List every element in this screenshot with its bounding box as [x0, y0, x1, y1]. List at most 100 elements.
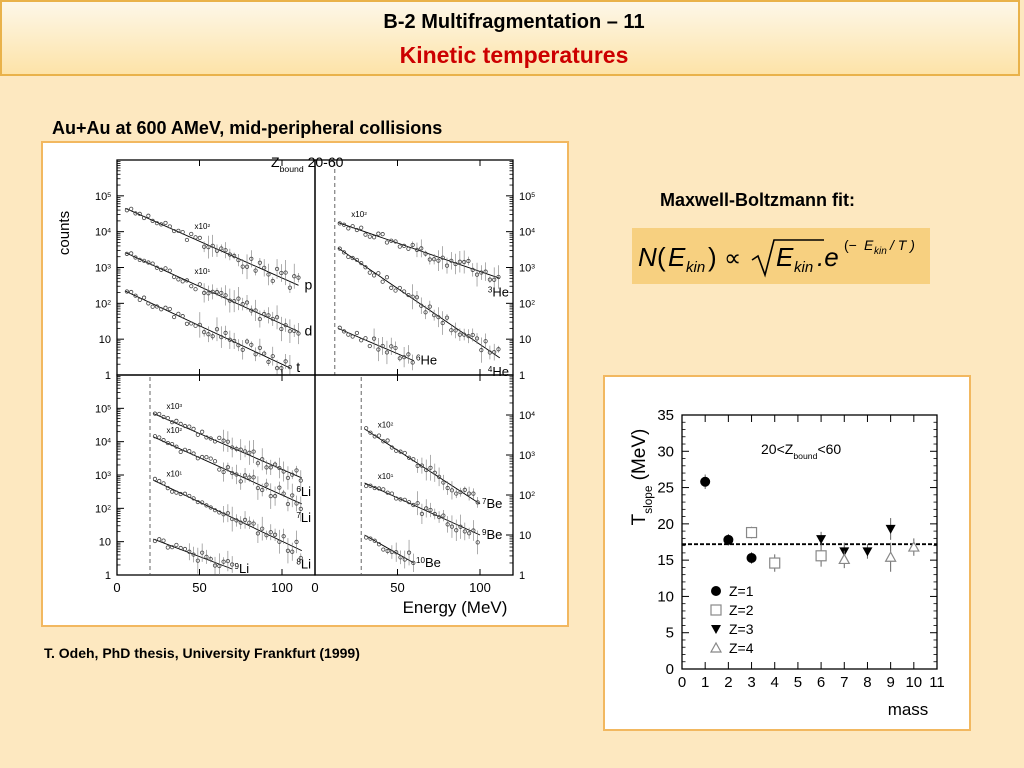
- data-point: [384, 350, 390, 355]
- data-point: [406, 292, 411, 298]
- data-point: [193, 235, 198, 240]
- data-point: [483, 269, 488, 274]
- data-point: [415, 463, 420, 469]
- data-point: [287, 329, 293, 334]
- data-point: [393, 345, 398, 351]
- data-point: [389, 344, 394, 349]
- data-point: [152, 411, 158, 416]
- data-point: [159, 307, 164, 312]
- data-point: [157, 411, 162, 417]
- data-point: [454, 528, 459, 533]
- x-tick-label: 4: [771, 674, 779, 691]
- scale-factor-label: x101: [167, 469, 183, 478]
- data-point: [385, 438, 390, 443]
- data-point: [225, 558, 230, 564]
- formula-close-paren: ): [708, 242, 717, 272]
- data-point: [423, 251, 428, 256]
- data-point: [471, 491, 476, 496]
- data-point: [266, 313, 271, 318]
- data-point: [337, 221, 342, 226]
- data-point: [381, 547, 386, 552]
- data-point: [398, 555, 403, 560]
- y-tick-label: 102: [95, 503, 111, 515]
- scale-factor-label: x101: [195, 267, 211, 276]
- data-point: [419, 511, 425, 516]
- data-point: [367, 270, 372, 275]
- isotope-label: 4He: [488, 364, 509, 379]
- data-point: [458, 490, 463, 495]
- formula-open-paren: (: [657, 242, 666, 272]
- data-point: [410, 360, 415, 365]
- data-point: [380, 232, 385, 237]
- data-point: [401, 243, 407, 249]
- isotope-label: 9Li: [235, 561, 250, 576]
- data-point: [221, 512, 226, 517]
- data-point: [467, 491, 472, 496]
- data-point: [381, 487, 386, 492]
- data-point: [182, 447, 188, 452]
- data-point: [359, 260, 364, 266]
- spectrum-series-6Li: x103 6Li: [152, 402, 311, 499]
- data-point: [197, 235, 202, 240]
- data-point: [152, 476, 158, 481]
- data-point: [174, 542, 179, 548]
- data-point: [454, 491, 459, 496]
- legend-label: Z=3: [729, 621, 754, 637]
- data-point: [165, 545, 170, 550]
- data-point: [380, 343, 385, 349]
- data-point: [141, 215, 147, 221]
- data-point: [402, 497, 407, 502]
- data-point: [427, 304, 432, 309]
- data-point: [219, 290, 224, 296]
- data-point: [230, 562, 235, 567]
- data-point: [279, 270, 284, 276]
- data-point: [402, 557, 407, 562]
- data-point: [137, 297, 142, 302]
- data-point: [187, 449, 192, 454]
- data-point: [182, 546, 188, 552]
- data-point: [432, 470, 437, 475]
- data-point: [266, 272, 271, 277]
- data-point: [219, 335, 224, 340]
- data-point: [462, 529, 467, 534]
- y-tick-label: 1: [519, 370, 525, 382]
- data-point: [180, 279, 185, 284]
- data-point: [410, 242, 415, 248]
- data-point: [255, 531, 261, 536]
- data-point: [884, 551, 897, 562]
- formula-proportional: ∝: [724, 245, 741, 272]
- y-tick-label: 104: [95, 437, 111, 449]
- x-tick-label: 100: [469, 580, 491, 595]
- data-point: [492, 277, 497, 282]
- data-point: [247, 475, 252, 480]
- x-tick-label: 50: [192, 580, 206, 595]
- tslope-frame: [681, 414, 938, 670]
- data-point: [449, 524, 455, 529]
- data-point: [270, 316, 275, 322]
- tslope-series-Z=1: [700, 474, 757, 564]
- data-point: [234, 472, 239, 477]
- data-point: [424, 506, 429, 511]
- y-tick-label: 103: [95, 470, 111, 482]
- data-point: [200, 500, 205, 505]
- data-point: [159, 267, 164, 272]
- data-point: [157, 537, 162, 542]
- data-point: [287, 285, 293, 290]
- data-point: [441, 480, 446, 485]
- y-tick-label: 10: [657, 588, 674, 605]
- data-point: [838, 553, 851, 565]
- data-point: [268, 465, 273, 470]
- y-tick-label: 105: [519, 191, 535, 203]
- data-point: [217, 563, 222, 569]
- data-point: [384, 240, 390, 245]
- data-point: [208, 556, 213, 562]
- formula-exp-E: E: [864, 237, 874, 253]
- tslope-series-Z=2: [745, 526, 827, 572]
- data-point: [236, 257, 241, 263]
- isotope-label: 8Li: [296, 557, 311, 572]
- data-point: [212, 563, 218, 568]
- data-point: [154, 221, 160, 226]
- data-point: [444, 315, 450, 320]
- data-point: [406, 550, 412, 555]
- data-point: [176, 228, 181, 233]
